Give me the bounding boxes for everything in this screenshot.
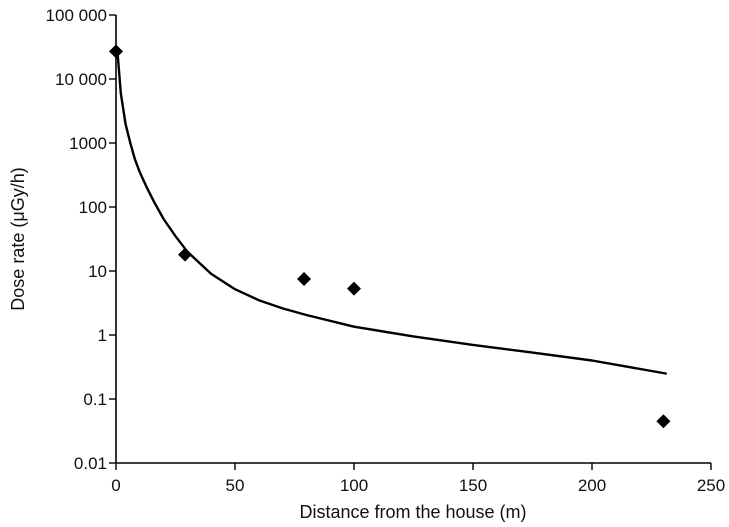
x-tick-label: 100: [340, 476, 368, 495]
y-tick-label: 1000: [69, 134, 107, 153]
y-tick-label: 1: [98, 326, 107, 345]
x-tick-label: 200: [578, 476, 606, 495]
y-tick-label: 0.01: [74, 454, 107, 473]
data-point-diamond: [656, 414, 671, 429]
y-axis-title: Dose rate (μGy/h): [8, 167, 28, 310]
y-tick-label: 100 000: [46, 6, 107, 25]
fit-curve: [115, 47, 667, 375]
data-point-diamond: [109, 44, 123, 59]
data-point-diamond: [178, 247, 193, 262]
x-axis-title: Distance from the house (m): [299, 502, 526, 522]
y-tick-label: 10 000: [55, 70, 107, 89]
plot-area: 0 50 100 150 200 250 0.01 0.1 1 10 100 1000 10 000 1…: [46, 6, 726, 495]
y-tick-label: 100: [79, 198, 107, 217]
y-tick-label: 10: [88, 262, 107, 281]
x-tick-label: 50: [226, 476, 245, 495]
x-tick-label: 250: [697, 476, 725, 495]
series-layer: [109, 44, 671, 429]
y-tick-label: 0.1: [83, 390, 107, 409]
x-tick-label: 150: [459, 476, 487, 495]
x-axis-ticks: 0 50 100 150 200 250: [111, 463, 725, 495]
data-point-diamond: [347, 281, 361, 296]
data-point-diamond: [297, 271, 312, 286]
x-tick-label: 0: [111, 476, 120, 495]
y-axis-ticks: 0.01 0.1 1 10 100 1000 10 000 100 000: [46, 6, 116, 473]
